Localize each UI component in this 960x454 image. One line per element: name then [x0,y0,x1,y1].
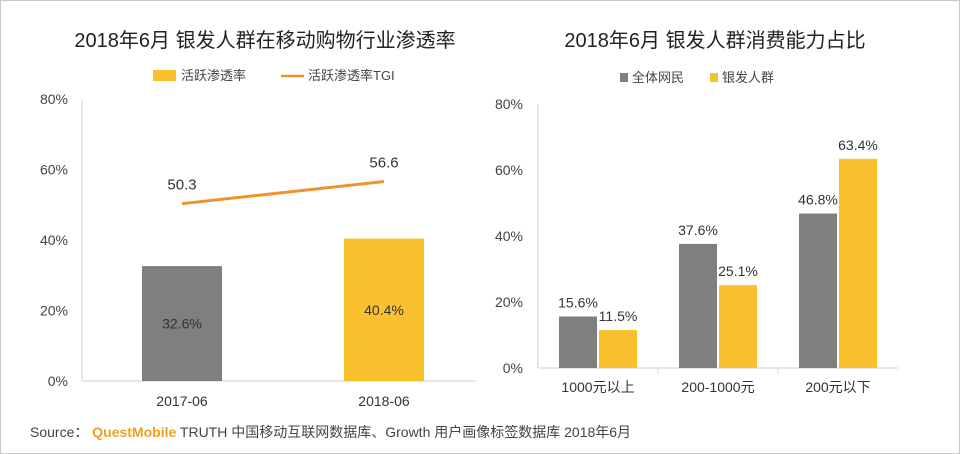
right-bar [679,243,717,368]
left-x-tick-label: 2017-06 [156,393,208,409]
right-bar-value-label: 63.4% [838,137,878,153]
left-bar [142,266,222,381]
left-legend-line-label: 活跃渗透率TGI [308,68,395,83]
right-legend-series2-label: 银发人群 [722,70,774,85]
right-x-tick-label: 200-1000元 [681,379,754,395]
left-bar [344,238,424,381]
right-bar-value-label: 15.6% [558,295,598,311]
left-bar-value-label: 32.6% [162,316,202,332]
source-note: Source： QuestMobile TRUTH 中国移动互联网数据库、Gro… [30,422,631,442]
source-text: TRUTH 中国移动互联网数据库、Growth 用户画像标签数据库 2018年6… [176,424,632,440]
right-legend-series2-swatch [710,73,718,82]
right-bar-value-label: 37.6% [678,222,718,238]
right-chart-title: 2018年6月 银发人群消费能力占比 [564,29,865,52]
right-legend-series1-swatch [620,73,628,82]
right-bar [839,158,877,368]
right-y-tick-label: 80% [495,96,523,112]
right-bar-value-label: 25.1% [718,263,758,279]
source-brand: QuestMobile [92,424,177,440]
left-y-tick-label: 60% [40,162,68,178]
left-legend-bar-swatch [153,70,176,81]
left-y-tick-label: 0% [48,373,68,389]
right-y-tick-label: 60% [495,162,523,178]
right-bar [799,213,837,368]
right-y-tick-label: 40% [495,228,523,244]
right-bar [599,330,637,368]
right-y-tick-label: 20% [495,294,523,310]
source-prefix: Source： [30,424,89,440]
left-tgi-line [181,179,385,206]
right-x-tick-label: 1000元以上 [561,379,634,395]
left-bar-value-label: 40.4% [364,302,404,318]
left-x-tick-label: 2018-06 [358,393,410,409]
left-y-tick-label: 80% [40,91,68,107]
left-tgi-value-label: 50.3 [167,177,196,194]
right-legend-series1-label: 全体网民 [632,70,684,85]
left-y-tick-label: 20% [40,303,68,319]
left-y-tick-label: 40% [40,232,68,248]
right-x-tick-label: 200元以下 [805,379,870,395]
right-bar [559,316,597,368]
right-y-tick-label: 0% [503,360,523,376]
right-bar [719,285,757,368]
left-legend-bar-label: 活跃渗透率 [181,68,246,83]
right-bar-value-label: 46.8% [798,192,838,208]
right-bar-value-label: 11.5% [599,308,638,324]
left-chart-title: 2018年6月 银发人群在移动购物行业渗透率 [74,29,455,52]
left-tgi-value-label: 56.6 [369,154,398,171]
